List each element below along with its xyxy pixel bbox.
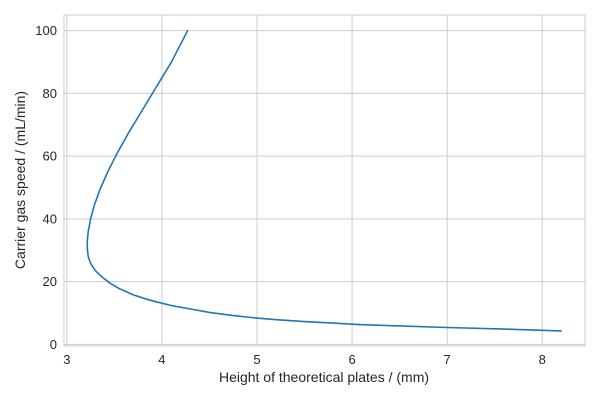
data-point <box>332 322 334 324</box>
data-point <box>94 204 96 206</box>
data-point <box>86 248 88 250</box>
data-point <box>256 317 258 319</box>
data-point <box>86 240 88 242</box>
data-point <box>171 305 173 307</box>
data-point <box>107 171 109 173</box>
y-axis-label: Carrier gas speed / (mL/min) <box>12 91 28 269</box>
data-point <box>99 188 101 190</box>
data-point <box>90 263 92 265</box>
y-tick-label: 60 <box>43 149 57 164</box>
data-point <box>147 299 149 301</box>
data-point <box>361 324 363 326</box>
x-tick-label: 4 <box>158 352 165 367</box>
data-point <box>209 312 211 314</box>
data-point <box>128 132 130 134</box>
y-tick-label: 40 <box>43 211 57 226</box>
data-point <box>87 231 89 233</box>
y-tick-label: 20 <box>43 274 57 289</box>
data-point <box>118 288 120 290</box>
data-point <box>95 270 97 272</box>
data-point <box>142 108 144 110</box>
plot-border <box>63 14 586 347</box>
data-point <box>304 321 306 323</box>
plot-frame <box>63 14 586 347</box>
data-point <box>560 330 562 332</box>
data-point <box>446 327 448 329</box>
x-axis-label: Height of theoretical plates / (mm) <box>219 369 429 385</box>
x-tick-label: 3 <box>63 352 70 367</box>
y-tick-label: 100 <box>35 23 57 38</box>
x-tick-label: 5 <box>253 352 260 367</box>
x-tick-label: 8 <box>539 352 546 367</box>
y-tick-label: 0 <box>50 337 57 352</box>
data-point <box>171 61 173 63</box>
data-point <box>232 315 234 317</box>
data-point <box>156 85 158 87</box>
data-point <box>101 276 103 278</box>
data-point <box>399 325 401 327</box>
data-point <box>116 152 118 154</box>
data-point <box>503 328 505 330</box>
data-point <box>187 30 189 32</box>
data-point <box>275 319 277 321</box>
data-point <box>109 282 111 284</box>
series-layer <box>86 29 563 332</box>
y-tick-label: 80 <box>43 86 57 101</box>
x-axis-ticks: 3 4 5 6 7 8 <box>63 352 546 367</box>
y-axis-ticks: 0 20 40 60 80 100 <box>35 23 57 352</box>
data-point <box>156 301 158 303</box>
x-tick-label: 7 <box>444 352 451 367</box>
data-point <box>90 218 92 220</box>
grid <box>64 15 585 346</box>
x-tick-label: 6 <box>348 352 355 367</box>
series-line <box>86 29 563 332</box>
data-point <box>133 294 135 296</box>
data-point <box>87 256 89 258</box>
data-point <box>190 308 192 310</box>
